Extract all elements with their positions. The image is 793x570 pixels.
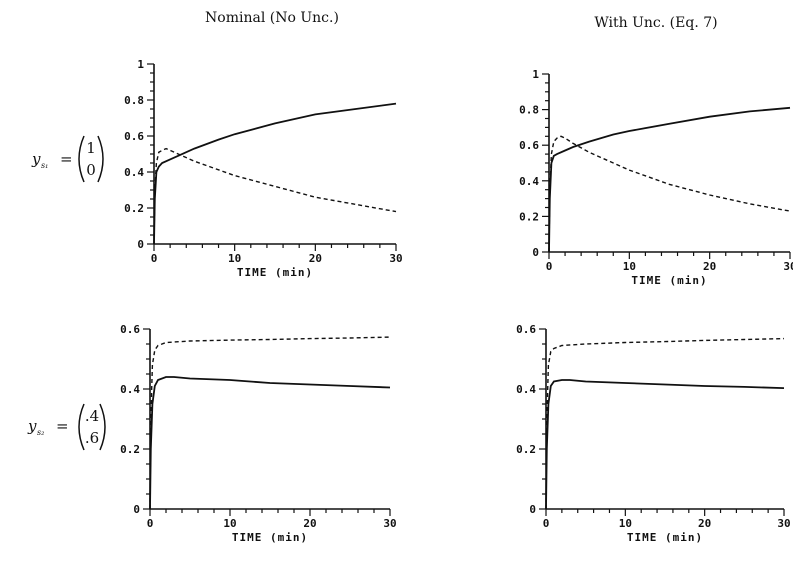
row-label-ys2-top: .4 — [85, 407, 99, 425]
dashed-series-line — [153, 147, 397, 245]
solid-series-line — [548, 106, 791, 253]
x-tick-label: 20 — [703, 260, 716, 273]
x-tick-label: 10 — [623, 260, 636, 273]
x-tick-label: 20 — [698, 517, 711, 530]
panel-top-left: 0 10 20 30 0 0.2 0.4 0.6 0.8 1 TIME (min) — [124, 58, 403, 279]
y-tick-label: 0.6 — [120, 323, 140, 336]
x-tick-label: 20 — [309, 252, 322, 265]
panel-bottom-right: 0 10 20 30 0 0.2 0.4 0.6 TIME (min) — [516, 323, 791, 544]
x-tick-label: 10 — [228, 252, 241, 265]
row-label-ys2-eq: = — [56, 417, 69, 435]
row-label-ys1-sub: s₁ — [41, 161, 48, 170]
dashed-series-line — [149, 336, 391, 510]
x-axis-label: TIME (min) — [232, 531, 308, 544]
x-tick-label: 30 — [389, 252, 402, 265]
y-tick-label: 1 — [532, 68, 539, 81]
y-tick-label: 0.6 — [124, 130, 144, 143]
y-tick-label: 0 — [133, 503, 140, 516]
y-tick-label: 0.2 — [519, 210, 539, 223]
y-tick-label: 0.8 — [124, 94, 144, 107]
x-axis-label: TIME (min) — [237, 266, 313, 279]
column-title-with-unc: With Unc. (Eq. 7) — [594, 15, 717, 31]
solid-series-line — [149, 376, 391, 510]
y-tick-label: 1 — [137, 58, 144, 71]
y-tick-label: 0 — [529, 503, 536, 516]
x-tick-label: 0 — [543, 517, 550, 530]
x-tick-label: 30 — [777, 517, 790, 530]
row-label-ys1-eq: = — [60, 150, 73, 168]
x-tick-label: 10 — [619, 517, 632, 530]
row-label-ys1-bottom: 0 — [86, 161, 96, 179]
y-tick-label: 0.4 — [124, 166, 144, 179]
row-label-ys2-lhs: y — [27, 417, 37, 435]
x-axis-label: TIME (min) — [627, 531, 703, 544]
dashed-series-line — [545, 337, 785, 510]
row-label-ys1-lhs: y — [31, 150, 41, 168]
y-tick-label: 0.4 — [120, 383, 140, 396]
x-tick-label: 0 — [147, 517, 154, 530]
x-tick-label: 10 — [223, 517, 236, 530]
dashed-series-line — [548, 135, 791, 253]
x-tick-label: 0 — [546, 260, 553, 273]
solid-series-line — [153, 102, 397, 245]
row-label-ys2-sub: s₂ — [37, 428, 44, 437]
row-label-ys2-bottom: .6 — [85, 429, 99, 447]
solid-series-line — [545, 379, 785, 510]
x-tick-label: 30 — [383, 517, 396, 530]
y-tick-label: 0.8 — [519, 104, 539, 117]
row-label-ys1-top: 1 — [86, 139, 96, 157]
y-tick-label: 0.6 — [516, 323, 536, 336]
row-label-ys1: y s₁ = 1 0 — [31, 135, 104, 183]
row-label-ys2: y s₂ = .4 .6 — [27, 403, 106, 451]
panel-top-right: 0 10 20 30 0 0.2 0.4 0.6 0.8 1 TIME (min) — [519, 68, 793, 287]
panel-bottom-left: 0 10 20 30 0 0.2 0.4 0.6 TIME (min) — [120, 323, 397, 544]
x-axis-label: TIME (min) — [631, 274, 707, 287]
y-tick-label: 0.2 — [120, 443, 140, 456]
y-tick-label: 0.4 — [516, 383, 536, 396]
y-tick-label: 0 — [532, 246, 539, 259]
y-tick-label: 0.6 — [519, 139, 539, 152]
x-tick-label: 30 — [783, 260, 793, 273]
x-tick-label: 0 — [151, 252, 158, 265]
y-tick-label: 0.4 — [519, 175, 539, 188]
y-tick-label: 0 — [137, 238, 144, 251]
x-tick-label: 20 — [303, 517, 316, 530]
y-tick-label: 0.2 — [124, 202, 144, 215]
y-tick-label: 0.2 — [516, 443, 536, 456]
column-title-nominal: Nominal (No Unc.) — [205, 10, 339, 26]
